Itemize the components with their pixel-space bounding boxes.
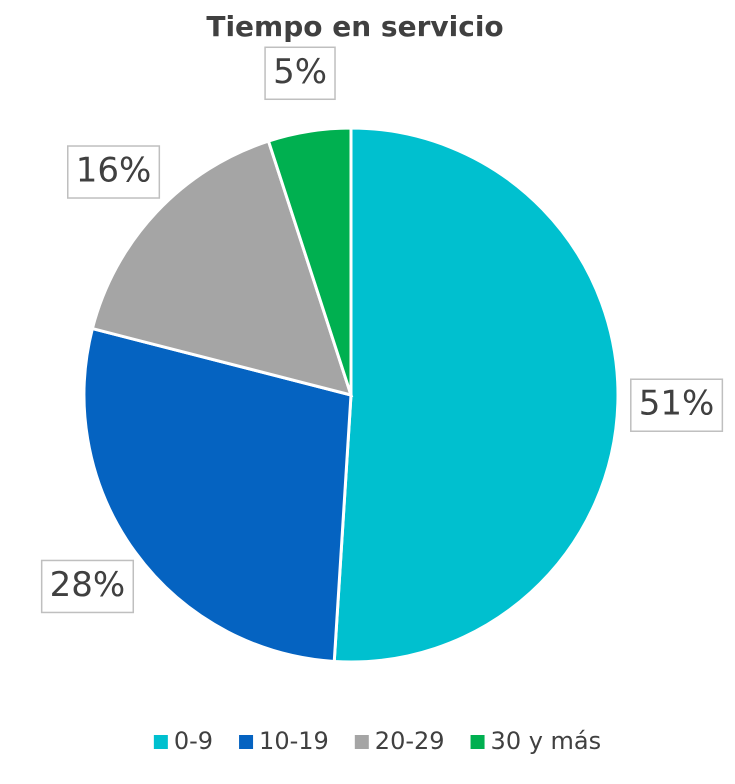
- legend-swatch: [239, 735, 254, 749]
- legend-label: 30 y más: [491, 727, 602, 755]
- pie-slice: [90, 139, 354, 398]
- legend-label: 20-29: [375, 727, 445, 755]
- data-label-box: [67, 145, 161, 199]
- legend-swatch: [153, 735, 168, 749]
- data-label-box: [630, 378, 724, 432]
- pie-slice: [332, 126, 620, 664]
- legend-swatch: [354, 735, 369, 749]
- chart-title: Tiempo en servicio: [206, 10, 503, 43]
- data-label: 51%: [639, 384, 715, 424]
- legend-swatch: [470, 735, 485, 749]
- legend: 0-9 10-19 20-29 30 y más: [153, 727, 602, 755]
- data-label: 28%: [50, 565, 126, 605]
- data-label: 16%: [76, 151, 152, 191]
- pie-slice: [82, 326, 353, 664]
- data-label-box: [264, 46, 336, 101]
- pie-slice: [266, 126, 353, 396]
- data-label-box: [40, 559, 135, 614]
- data-label: 5%: [273, 52, 327, 92]
- legend-label: 10-19: [259, 727, 329, 755]
- legend-label: 0-9: [174, 727, 213, 755]
